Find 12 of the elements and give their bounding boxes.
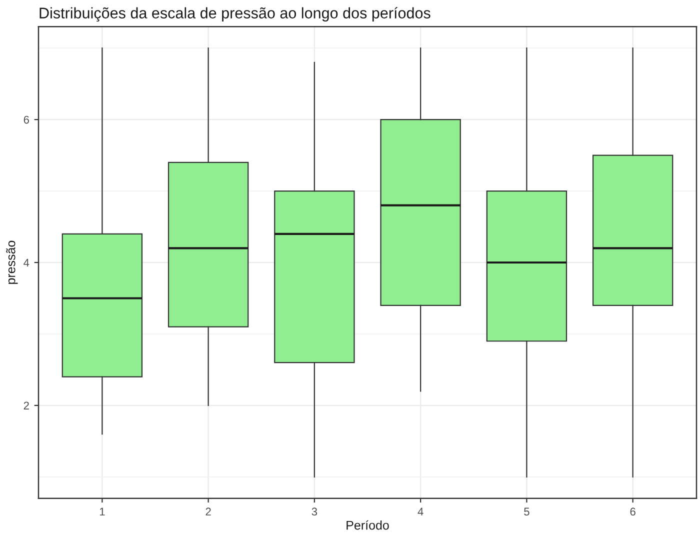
x-tick-label: 4 (418, 508, 424, 516)
chart-title: Distribuições da escala de pressão ao longo dos períodos (40, 7, 430, 22)
y-tick-label: 4 (24, 258, 30, 267)
x-tick-label: 5 (524, 508, 530, 516)
y-tick-label: 2 (24, 402, 29, 410)
y-tick-label: 6 (24, 116, 29, 124)
x-tick-label: 1 (100, 508, 105, 516)
x-tick-label: 3 (312, 508, 318, 516)
x-tick-label: 6 (630, 508, 636, 516)
x-tick-label: 2 (206, 508, 211, 516)
x-axis-title: Período (346, 520, 389, 530)
y-axis-title: pressão (6, 240, 18, 284)
